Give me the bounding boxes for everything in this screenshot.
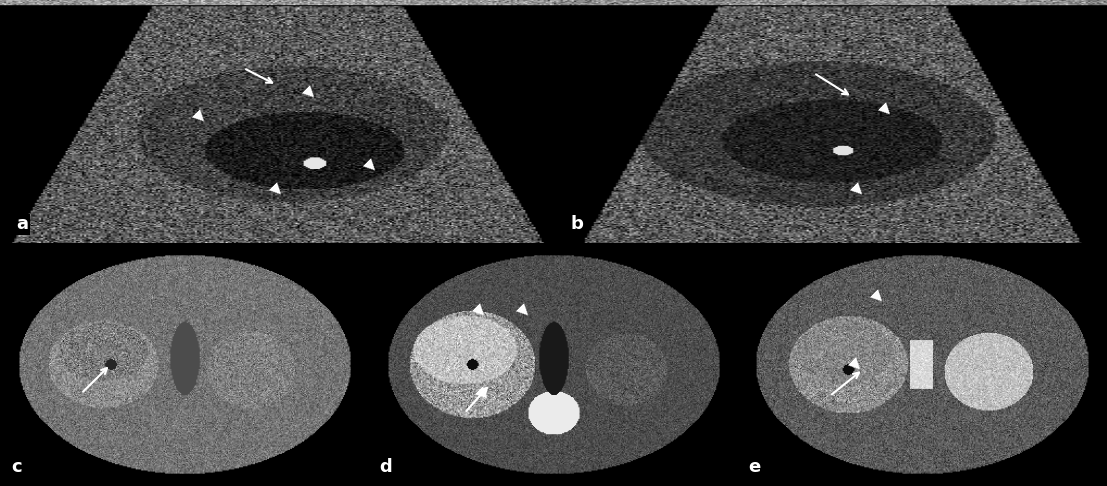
Text: b: b (570, 215, 583, 233)
Text: ▶: ▶ (267, 180, 287, 199)
Text: c: c (11, 458, 22, 476)
Text: ▶: ▶ (474, 384, 493, 403)
Text: d: d (380, 458, 393, 476)
Text: ▶: ▶ (361, 156, 381, 174)
Text: a: a (17, 215, 29, 233)
Text: ▶: ▶ (189, 107, 209, 126)
Text: ▶: ▶ (469, 302, 488, 320)
Text: ▶: ▶ (876, 100, 896, 119)
Text: ▶: ▶ (868, 287, 887, 306)
Text: ▶: ▶ (300, 83, 320, 102)
Text: e: e (748, 458, 761, 476)
Text: ▶: ▶ (848, 180, 868, 199)
Text: ▶: ▶ (514, 302, 532, 320)
Text: ▶: ▶ (846, 355, 865, 374)
